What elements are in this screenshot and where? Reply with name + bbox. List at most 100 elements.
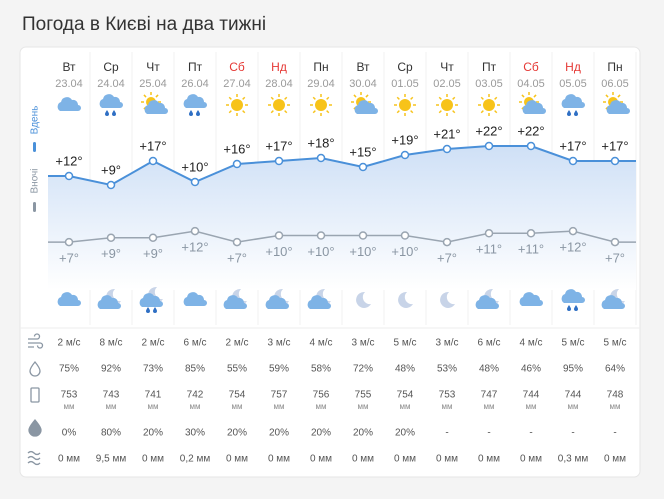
wind: 6 м/с [478, 338, 501, 349]
sun-ray [270, 110, 274, 114]
sun-ray [533, 94, 537, 98]
weekday: Вт [62, 60, 76, 74]
day-point [106, 180, 116, 190]
day-temp: +22° [475, 123, 502, 138]
sun [231, 99, 243, 111]
day-point [442, 144, 452, 154]
pressure-unit: мм [316, 402, 327, 411]
sun-ray [438, 110, 442, 114]
day-temp: +12° [55, 153, 82, 168]
wind: 3 м/с [352, 338, 375, 349]
weather-icon [356, 291, 371, 308]
precip-prob: - [445, 428, 448, 439]
night-temp: +12° [181, 240, 208, 255]
pressure-icon [30, 387, 40, 403]
day-marker [33, 142, 36, 152]
pressure: 748 [607, 390, 624, 401]
sun-ray [228, 96, 232, 100]
weather-icon [99, 94, 123, 116]
sun-ray [452, 96, 456, 100]
rain-drop [196, 110, 200, 116]
weather-icon [139, 286, 163, 313]
precip-prob: - [613, 428, 616, 439]
weather-icon [223, 288, 247, 309]
rain-drop [574, 305, 578, 311]
night-temp: +10° [265, 244, 292, 259]
humidity: 48% [479, 364, 499, 375]
wind: 5 м/с [562, 338, 585, 349]
humidity: 85% [185, 364, 205, 375]
moon [398, 291, 413, 308]
day-side-label: Вдень [30, 106, 41, 135]
sun-ray [410, 110, 414, 114]
precip: 0 мм [58, 454, 80, 465]
precip-prob: 20% [269, 428, 289, 439]
day-point [190, 177, 200, 187]
date: 04.05 [517, 78, 545, 90]
pressure-unit: мм [64, 402, 75, 411]
cloud [522, 100, 546, 114]
day-temp: +21° [433, 126, 460, 141]
sun-ray [312, 110, 316, 114]
cloud [475, 295, 499, 309]
day-point [526, 141, 536, 151]
sun-ray [617, 94, 621, 98]
weekday: Чт [440, 60, 454, 74]
cloud [561, 289, 585, 303]
night-temp: +7° [437, 251, 457, 266]
night-point [358, 231, 368, 240]
day-temp: +15° [349, 144, 376, 159]
weather-icon [519, 292, 543, 306]
sun [399, 99, 411, 111]
day-line [48, 145, 636, 187]
wind: 2 м/с [226, 338, 249, 349]
weekday: Вт [356, 60, 370, 74]
pressure: 753 [439, 390, 456, 401]
humidity: 92% [101, 364, 121, 375]
sun-ray [284, 96, 288, 100]
sun-ray [326, 110, 330, 114]
precip-prob: - [487, 428, 490, 439]
sun-ray [312, 96, 316, 100]
wind: 6 м/с [184, 338, 207, 349]
weather-icon [226, 94, 248, 116]
pressure: 744 [565, 390, 582, 401]
night-temp: +12° [559, 240, 586, 255]
precip: 0 мм [226, 454, 248, 465]
weather-icon [475, 288, 499, 309]
weather-icon [97, 288, 121, 309]
cloud [354, 100, 378, 114]
cloud [606, 100, 630, 114]
rain-drop [146, 307, 150, 313]
precip-prob: 20% [395, 428, 415, 439]
date: 29.04 [307, 78, 335, 90]
weather-icon [141, 92, 168, 114]
day-temp: +17° [559, 138, 586, 153]
pressure: 757 [271, 390, 288, 401]
humidity: 48% [395, 364, 415, 375]
pressure: 754 [397, 390, 414, 401]
precip: 9,5 мм [96, 454, 127, 465]
precip-prob: - [571, 428, 574, 439]
night-point [190, 226, 200, 236]
pressure-unit: мм [526, 402, 537, 411]
sun [483, 99, 495, 111]
precip: 0 мм [604, 454, 626, 465]
precip-prob: 0% [62, 428, 77, 439]
night-point [484, 229, 494, 238]
night-point [148, 233, 158, 242]
cloud [601, 295, 625, 309]
weather-icon [440, 291, 455, 308]
humidity: 59% [269, 364, 289, 375]
rain-drop [112, 110, 116, 116]
weather-icon [183, 94, 207, 116]
pressure: 741 [145, 390, 162, 401]
weekday: Ср [103, 60, 119, 74]
night-temp: +10° [307, 244, 334, 259]
day-point [484, 141, 494, 151]
precip-prob-icon [28, 419, 42, 437]
humidity: 58% [311, 364, 331, 375]
cloud [99, 94, 123, 108]
